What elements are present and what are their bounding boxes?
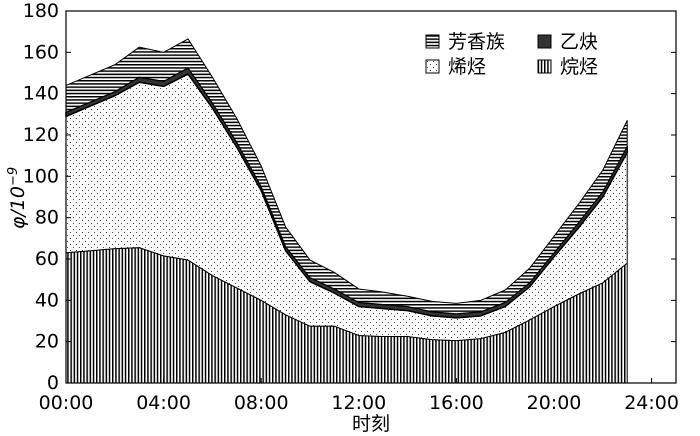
legend: 芳香族 乙炔 烯烃 烷烃 (425, 31, 598, 78)
x-axis-ticks: 00:00 04:00 08:00 12:00 16:00 20:00 24:00 (39, 378, 679, 414)
plot-area-border (65, 10, 677, 384)
legend-swatch-alkene (425, 59, 440, 74)
area-aromatic (65, 38, 628, 315)
y-tick-label: 80 (35, 207, 59, 229)
legend-label-aromatic: 芳香族 (448, 31, 505, 53)
y-tick-label: 140 (23, 83, 59, 105)
x-axis-title: 时刻 (352, 413, 390, 435)
legend-swatch-alkane (537, 59, 552, 74)
svg-text:φ/10−9: φ/10−9 (6, 167, 29, 229)
x-tick-label: 04:00 (136, 392, 191, 414)
y-tick-label: 20 (35, 331, 59, 353)
y-tick-label: 160 (23, 41, 59, 63)
area-layers (65, 38, 628, 384)
y-tick-label: 120 (23, 124, 59, 146)
x-tick-label: 12:00 (331, 392, 386, 414)
legend-swatch-aromatic (425, 34, 440, 49)
y-tick-label: 0 (47, 372, 59, 394)
y-axis-title: φ/10−9 (6, 167, 29, 229)
y-axis-ticks: 0 20 40 60 80 100 120 140 160 180 (23, 0, 676, 394)
y-tick-label: 180 (23, 0, 59, 22)
y-axis-title-exponent: −9 (6, 167, 21, 186)
y-tick-label: 100 (23, 165, 59, 187)
legend-label-acetylene: 乙炔 (560, 31, 598, 53)
x-tick-label: 24:00 (624, 392, 679, 414)
legend-swatch-acetylene (537, 34, 552, 49)
legend-label-alkane: 烷烃 (560, 56, 598, 78)
y-tick-label: 40 (35, 289, 59, 311)
x-tick-label: 00:00 (39, 392, 94, 414)
y-axis-title-base: φ/10 (7, 186, 29, 229)
x-tick-label: 16:00 (429, 392, 484, 414)
legend-label-alkene: 烯烃 (448, 56, 486, 78)
x-tick-label: 20:00 (527, 392, 582, 414)
y-tick-label: 60 (35, 248, 59, 270)
x-tick-label: 08:00 (234, 392, 289, 414)
